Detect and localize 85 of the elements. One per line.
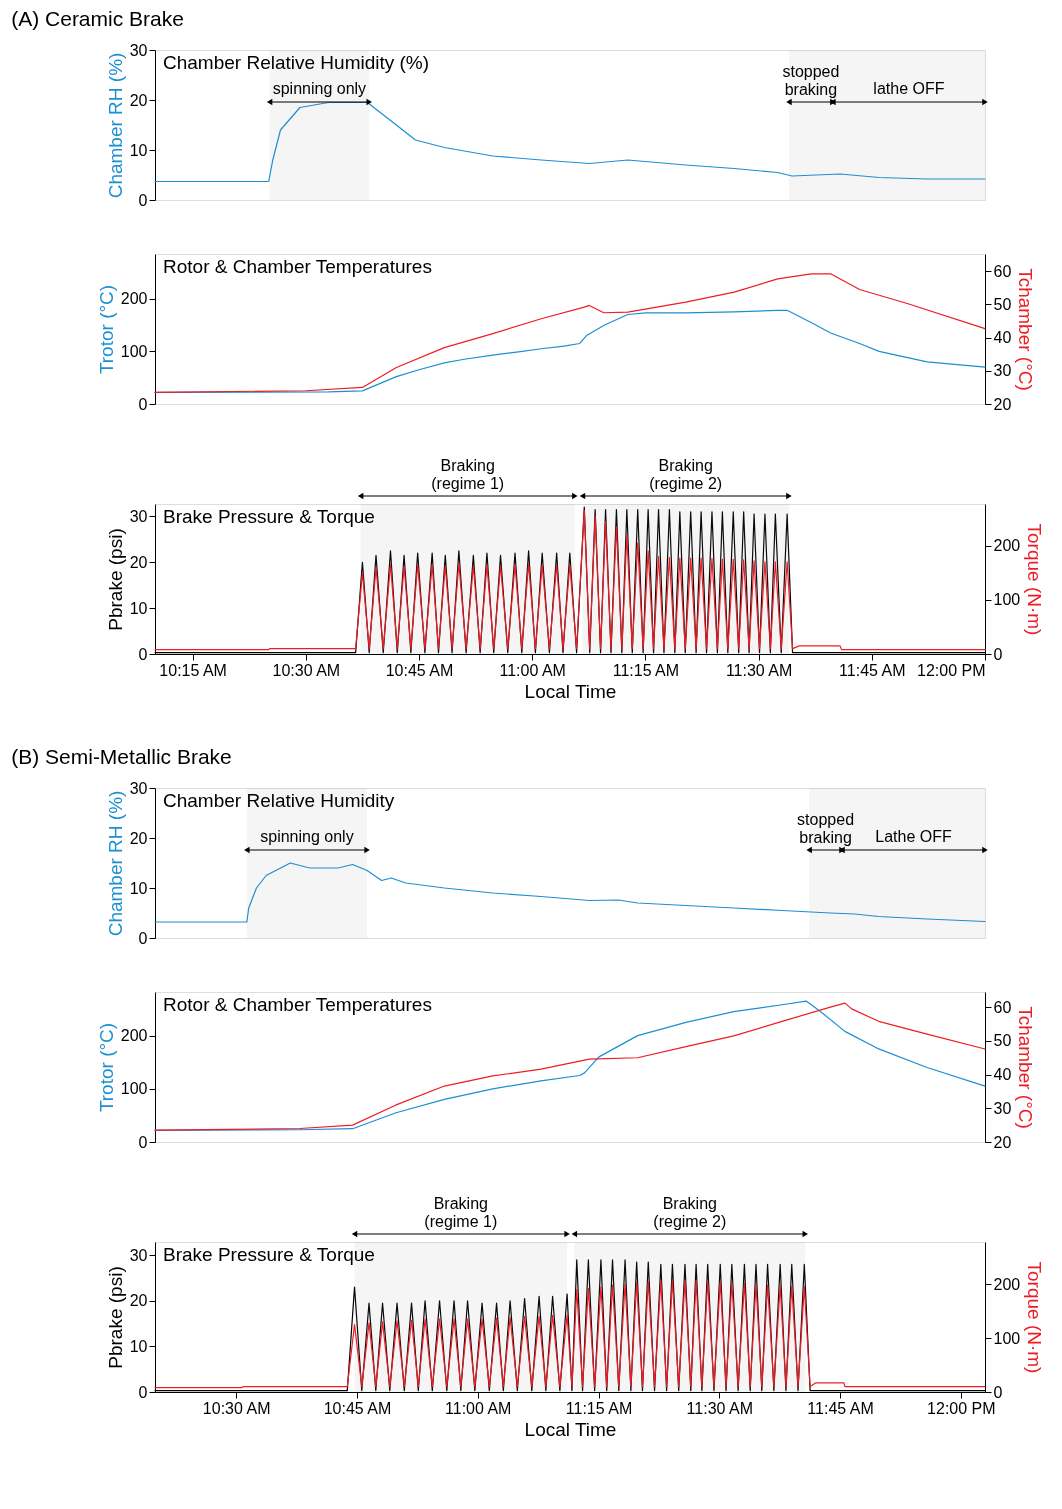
x-tick-label: 12:00 PM [927, 1399, 996, 1417]
x-tick-label: 10:30 AM [272, 661, 341, 679]
y2-tick-label: 0 [993, 645, 1003, 663]
x-tick-label: 11:00 AM [445, 1399, 512, 1417]
y-tick-label: 20 [129, 553, 148, 571]
y2-tick-label: 200 [993, 1275, 1021, 1293]
band-label: Braking (regime 1) [431, 457, 505, 492]
y2-tick-label: 30 [993, 1099, 1012, 1117]
band-label: spinning only [260, 828, 354, 845]
y-tick-label: 30 [129, 507, 148, 525]
y2-axis-title: Tchamber (°C) [1015, 1006, 1037, 1129]
x-tick-label: 11:15 AM [565, 1399, 633, 1417]
band-label: stopped braking [782, 63, 840, 98]
y-tick-label: 0 [138, 395, 148, 413]
x-tick-label: 10:30 AM [202, 1399, 271, 1417]
band-label: Braking (regime 1) [424, 1195, 498, 1230]
x-tick-label: 11:15 AM [612, 661, 680, 679]
x-axis-title: Local Time [524, 680, 617, 702]
y-tick-label: 0 [138, 929, 148, 947]
y-tick-label: 30 [129, 779, 148, 797]
y-axis-title: Chamber RH (%) [104, 790, 126, 937]
x-axis-title: Local Time [524, 1418, 617, 1440]
band-label: lathe OFF [873, 80, 945, 97]
y-tick-label: 200 [120, 290, 148, 308]
y-tick-label: 0 [138, 1383, 148, 1401]
y2-tick-label: 50 [993, 1032, 1012, 1050]
y-tick-label: 100 [120, 1080, 148, 1098]
y-tick-label: 100 [120, 342, 148, 360]
chart-subtitle: Brake Pressure & Torque [163, 506, 375, 527]
y-tick-label: 10 [129, 1337, 148, 1355]
y2-tick-label: 20 [993, 395, 1012, 413]
chart-subtitle: Chamber Relative Humidity (%) [163, 52, 430, 73]
chart-subtitle: Rotor & Chamber Temperatures [163, 994, 432, 1015]
y-axis-title: Trotor (°C) [95, 1022, 117, 1113]
y-tick-label: 0 [138, 1133, 148, 1151]
y-axis-title: Pbrake (psi) [104, 1266, 126, 1369]
line-series [154, 1279, 986, 1389]
y-axis-title: Trotor (°C) [95, 284, 117, 375]
y-tick-label: 30 [129, 41, 148, 59]
line-series [154, 862, 986, 923]
y-axis-title: Chamber RH (%) [104, 52, 126, 199]
chart-title: (B) Semi-Metallic Brake [11, 745, 232, 768]
y2-tick-label: 60 [993, 998, 1012, 1016]
x-tick-label: 10:15 AM [159, 661, 227, 679]
chart-title: (A) Ceramic Brake [11, 7, 184, 30]
chart-subtitle: Rotor & Chamber Temperatures [163, 256, 432, 277]
y2-tick-label: 200 [993, 537, 1021, 555]
y-tick-label: 20 [129, 829, 148, 847]
chart-subtitle: Chamber Relative Humidity [163, 790, 395, 811]
y-axis-title: Pbrake (psi) [104, 528, 126, 631]
y-tick-label: 0 [138, 191, 148, 209]
y2-axis-title: Torque (N·m) [1024, 1261, 1046, 1374]
band-label: stopped braking [797, 811, 855, 846]
y-tick-label: 30 [129, 1246, 148, 1264]
y-tick-label: 200 [120, 1027, 148, 1045]
y2-tick-label: 50 [993, 295, 1012, 313]
y2-tick-label: 60 [993, 262, 1012, 280]
x-tick-label: 11:00 AM [499, 661, 566, 679]
y-tick-label: 10 [129, 599, 148, 617]
band-label: Braking (regime 2) [653, 1195, 727, 1230]
band-label: Braking (regime 2) [649, 457, 723, 492]
x-tick-label: 11:30 AM [686, 1399, 753, 1417]
chart-subtitle: Brake Pressure & Torque [163, 1244, 375, 1265]
y2-axis-title: Tchamber (°C) [1015, 268, 1037, 391]
y2-tick-label: 30 [993, 362, 1012, 380]
y2-tick-label: 100 [993, 591, 1021, 609]
x-tick-label: 11:30 AM [725, 661, 793, 679]
y2-axis-title: Torque (N·m) [1024, 523, 1046, 636]
x-tick-label: 12:00 PM [917, 661, 986, 679]
band-label: Lathe OFF [875, 828, 952, 845]
x-tick-label: 10:45 AM [323, 1399, 392, 1417]
y-tick-label: 10 [129, 879, 148, 897]
y2-tick-label: 40 [993, 329, 1012, 347]
y2-tick-label: 20 [993, 1133, 1012, 1151]
x-tick-label: 11:45 AM [807, 1399, 874, 1417]
band-label: spinning only [272, 80, 367, 97]
y-tick-label: 10 [129, 141, 148, 159]
y-tick-label: 20 [129, 91, 148, 109]
y2-tick-label: 0 [993, 1383, 1003, 1401]
x-tick-label: 11:45 AM [839, 661, 906, 679]
y2-tick-label: 40 [993, 1066, 1012, 1084]
y-tick-label: 20 [129, 1292, 148, 1310]
x-tick-label: 10:45 AM [385, 661, 454, 679]
y-tick-label: 0 [138, 645, 148, 663]
y2-tick-label: 100 [993, 1329, 1021, 1347]
